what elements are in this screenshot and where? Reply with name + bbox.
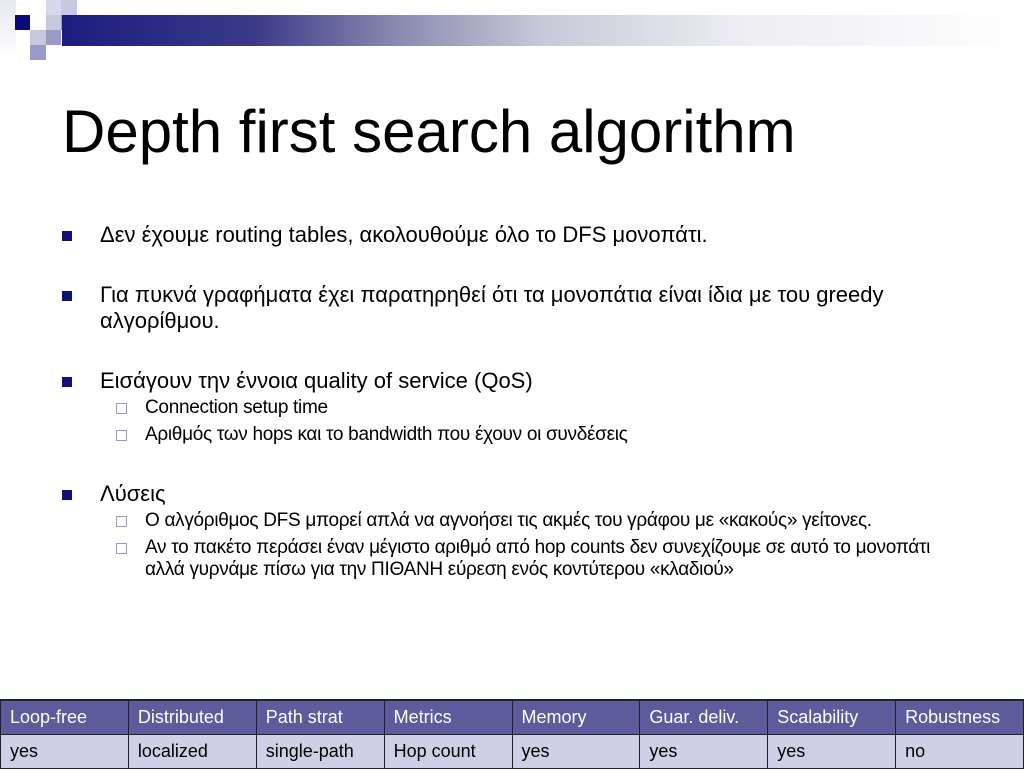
hollow-square-bullet-icon (116, 543, 127, 554)
header-cell: Guar. deliv. (639, 699, 769, 735)
header-cell: Memory (511, 699, 641, 735)
table-cell: yes (639, 734, 769, 769)
sub-bullet-text: Connection setup time (145, 397, 328, 418)
hollow-square-bullet-icon (116, 516, 127, 527)
square-bullet-icon (62, 490, 72, 500)
table-cell: yes (767, 734, 897, 769)
table-row: yes localized single-path Hop count yes … (0, 734, 1024, 769)
table-cell: yes (0, 734, 129, 769)
table-cell: single-path (255, 734, 385, 769)
table-cell: yes (511, 734, 641, 769)
bullet-text: Εισάγουν την έννοια quality of service (… (100, 368, 533, 393)
header-cell: Metrics (383, 699, 513, 735)
comparison-table: Loop-free Distributed Path strat Metrics… (0, 699, 1024, 769)
header-cell: Robustness (895, 699, 1024, 735)
header-cell: Scalability (767, 699, 897, 735)
sub-bullet-text: Αριθμός των hops και το bandwidth που έχ… (145, 424, 628, 445)
bullet-item: Λύσεις (62, 481, 962, 507)
bullet-text: Δεν έχουμε routing tables, ακολουθούμε ό… (100, 222, 708, 247)
sub-bullet-item: Αριθμός των hops και το bandwidth που έχ… (62, 424, 955, 446)
sub-bullet-text: Ο αλγόριθμος DFS μπορεί απλά να αγνοήσει… (145, 510, 872, 531)
table-cell: Hop count (383, 734, 513, 769)
bullet-item: Δεν έχουμε routing tables, ακολουθούμε ό… (62, 222, 962, 248)
header-cell: Path strat (255, 699, 385, 735)
table-header-row: Loop-free Distributed Path strat Metrics… (0, 699, 1024, 735)
sub-bullet-text: Αν το πακέτο περάσει έναν μέγιστο αριθμό… (145, 537, 931, 580)
bullet-text: Λύσεις (100, 481, 166, 506)
square-bullet-icon (62, 231, 72, 241)
sub-bullet-item: Αν το πακέτο περάσει έναν μέγιστο αριθμό… (62, 537, 955, 581)
square-bullet-icon (62, 291, 72, 301)
table-cell: localized (127, 734, 257, 769)
hollow-square-bullet-icon (116, 430, 127, 441)
sub-bullet-item: Connection setup time (62, 397, 955, 419)
hollow-square-bullet-icon (116, 403, 127, 414)
bullet-text: Για πυκνά γραφήματα έχει παρατηρηθεί ότι… (100, 282, 884, 333)
header-cell: Loop-free (0, 699, 129, 735)
square-bullet-icon (62, 377, 72, 387)
header-cell: Distributed (127, 699, 257, 735)
sub-bullet-item: Ο αλγόριθμος DFS μπορεί απλά να αγνοήσει… (62, 510, 955, 532)
bullet-item: Για πυκνά γραφήματα έχει παρατηρηθεί ότι… (62, 282, 970, 334)
bullet-item: Εισάγουν την έννοια quality of service (… (62, 368, 962, 394)
bullet-list: Δεν έχουμε routing tables, ακολουθούμε ό… (62, 222, 962, 581)
table-cell: no (895, 734, 1024, 769)
slide-title: Depth first search algorithm (62, 98, 796, 165)
